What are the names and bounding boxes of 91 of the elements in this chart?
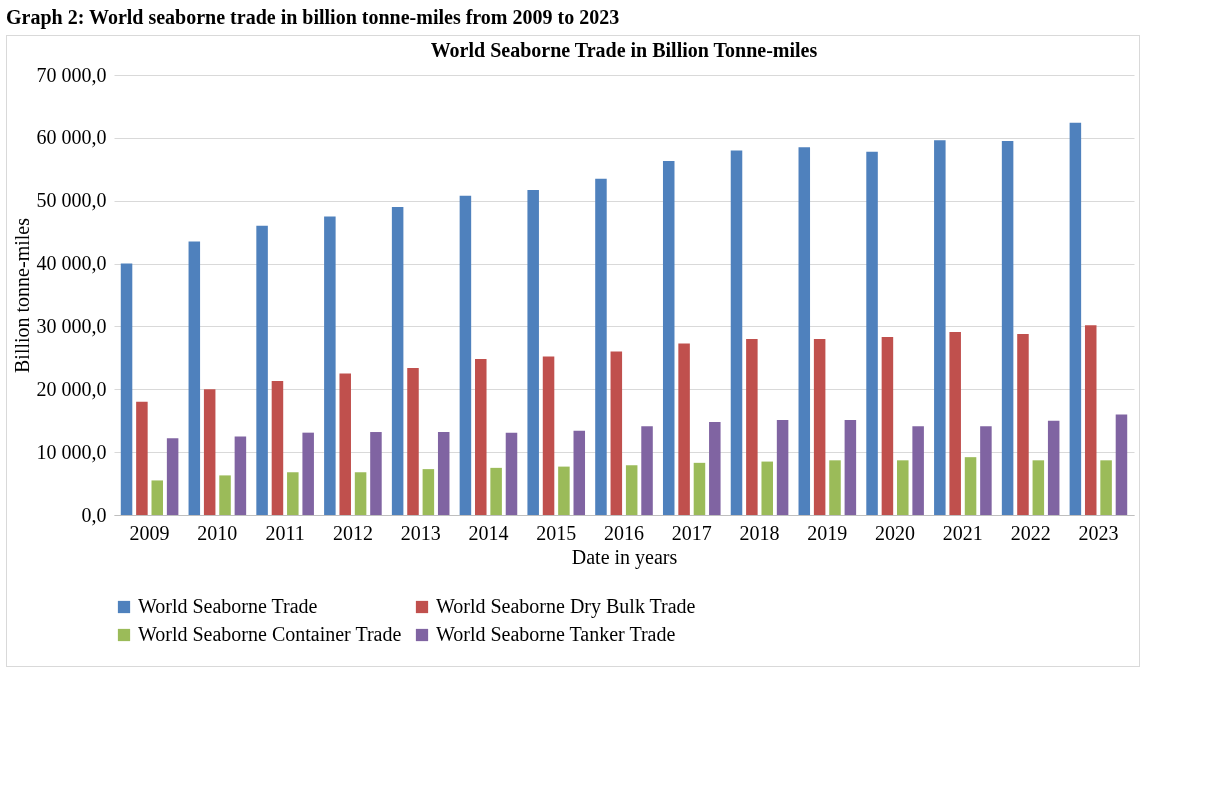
bar (761, 461, 773, 515)
bar (1001, 141, 1014, 515)
bar (1115, 414, 1128, 515)
bar (422, 469, 435, 515)
bar (693, 462, 706, 515)
y-tick-label: 10 000,0 (36, 440, 107, 463)
bar (391, 207, 404, 515)
bar (475, 359, 487, 515)
x-tick-label: 2023 (1078, 521, 1119, 544)
bar (641, 426, 653, 515)
bar (844, 420, 857, 515)
y-tick-label: 0,0 (81, 503, 107, 526)
bar (370, 432, 382, 515)
bar (610, 351, 623, 515)
bar (662, 161, 675, 515)
y-tick-label: 60 000,0 (36, 126, 107, 149)
bar (490, 467, 502, 515)
bar (678, 343, 690, 515)
legend-label: World Seaborne Trade (138, 595, 318, 617)
bar (964, 457, 977, 515)
bar (271, 381, 284, 515)
bar (505, 432, 518, 515)
bar (881, 337, 894, 515)
legend-label: World Seaborne Tanker Trade (436, 623, 676, 645)
x-tick-label: 2009 (129, 521, 170, 544)
bar (256, 225, 268, 515)
y-tick-label: 40 000,0 (36, 252, 107, 275)
x-tick-label: 2018 (739, 521, 780, 544)
bar (746, 339, 758, 515)
bar (136, 401, 148, 515)
x-tick-label: 2012 (332, 521, 373, 544)
legend-label: World Seaborne Container Trade (138, 623, 402, 645)
x-tick-label: 2019 (807, 521, 848, 544)
bar (625, 465, 638, 515)
legend-label: World Seaborne Dry Bulk Trade (436, 595, 696, 618)
bar (1047, 420, 1060, 515)
bar (166, 438, 179, 515)
bar (437, 432, 450, 515)
bar (234, 436, 247, 515)
bar (897, 460, 909, 515)
y-tick-label: 30 000,0 (36, 314, 107, 337)
x-tick-label: 2020 (875, 521, 916, 544)
bar (912, 426, 924, 515)
x-tick-label: 2013 (400, 521, 441, 544)
bar (459, 195, 472, 515)
bar (354, 472, 367, 515)
caption: Graph 2: World seaborne trade in billion tonne-miles from 2009 to 2023 (6, 6, 621, 29)
y-axis-title: Billion tonne-miles (10, 217, 33, 373)
bar (813, 339, 826, 515)
bar (527, 190, 539, 515)
y-tick-label: 50 000,0 (36, 189, 107, 212)
x-tick-label: 2015 (536, 521, 577, 544)
bar (339, 373, 351, 515)
x-tick-label: 2014 (468, 521, 509, 544)
bar (1100, 460, 1112, 515)
bar (302, 432, 314, 515)
bar (709, 421, 721, 515)
bar (829, 460, 841, 515)
bar (542, 356, 555, 515)
x-tick-label: 2017 (671, 521, 712, 544)
bar (1017, 333, 1029, 515)
bar (980, 426, 992, 515)
bar (407, 367, 419, 515)
bar (776, 420, 789, 515)
bar (730, 150, 743, 515)
y-tick-label: 20 000,0 (36, 377, 107, 400)
bar (219, 475, 231, 515)
x-tick-label: 2010 (197, 521, 238, 544)
bar (558, 466, 570, 515)
x-tick-label: 2016 (604, 521, 644, 544)
bar (188, 241, 201, 515)
y-tick-label: 70 000,0 (36, 63, 107, 86)
bar (287, 472, 299, 515)
bar (934, 140, 946, 515)
bar (1069, 122, 1082, 515)
bar (120, 263, 133, 515)
bar (866, 151, 878, 515)
x-axis-title: Date in years (571, 545, 678, 569)
bar (203, 389, 216, 515)
bar (595, 178, 607, 515)
x-tick-label: 2021 (942, 521, 983, 544)
bar (949, 332, 961, 515)
x-tick-label: 2011 (265, 521, 305, 544)
bar (1084, 325, 1097, 515)
x-tick-label: 2022 (1010, 521, 1051, 544)
bar (573, 430, 586, 515)
bar (1032, 460, 1045, 515)
bar (324, 216, 336, 515)
bar (151, 480, 164, 515)
chart-title: World Seaborne Trade in Billion Tonne-miles (430, 39, 818, 61)
bar (798, 147, 811, 515)
